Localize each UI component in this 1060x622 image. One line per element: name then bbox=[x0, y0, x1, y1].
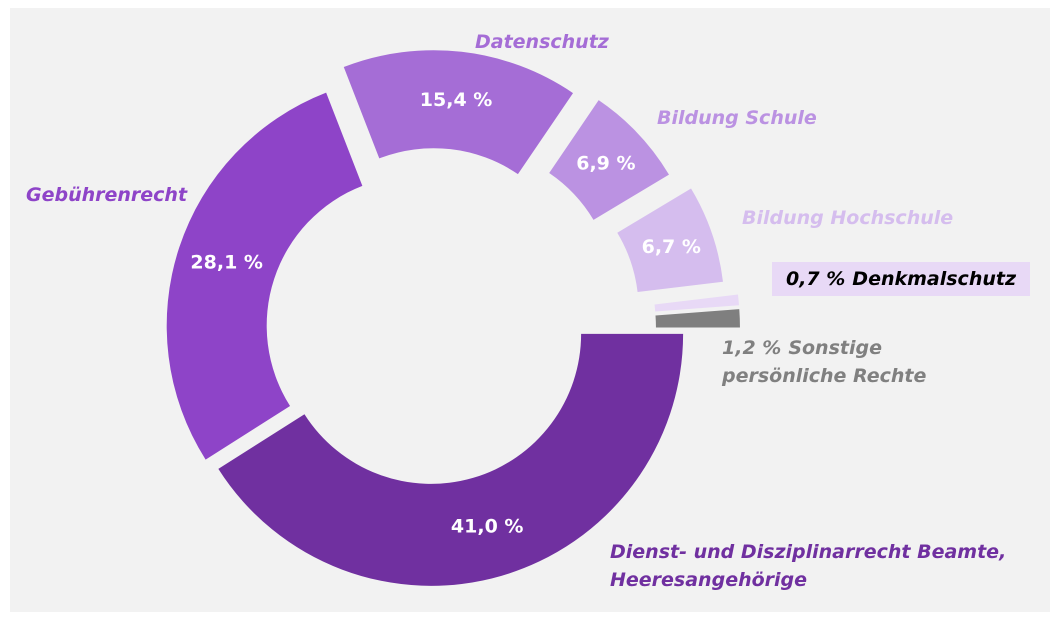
category-name: Sonstige persönliche Rechte bbox=[722, 337, 927, 387]
value-label: 0,7 % bbox=[785, 268, 846, 290]
donut-segment bbox=[218, 333, 684, 586]
donut-segment bbox=[549, 100, 669, 220]
value-label: 41,0 % bbox=[451, 515, 524, 537]
donut-segment bbox=[617, 188, 723, 293]
value-label: 15,4 % bbox=[420, 89, 493, 111]
donut-segment bbox=[343, 50, 574, 175]
donut-segment bbox=[166, 92, 363, 460]
category-name: Bildung Schule bbox=[657, 107, 817, 129]
category-name: Bildung Hochschule bbox=[742, 207, 954, 229]
category-label: 0,7 % Denkmalschutz bbox=[772, 262, 1030, 296]
category-name: Denkmalschutz bbox=[852, 268, 1017, 290]
category-label: Bildung Schule bbox=[657, 104, 857, 132]
value-label: 28,1 % bbox=[190, 252, 263, 274]
value-label: 6,7 % bbox=[642, 236, 701, 258]
category-label: Gebührenrecht bbox=[26, 181, 226, 209]
value-label: 6,9 % bbox=[576, 152, 635, 174]
category-name: Gebührenrecht bbox=[26, 184, 188, 206]
category-label: Bildung Hochschule bbox=[742, 204, 1002, 232]
value-label: 1,2 % bbox=[722, 337, 782, 359]
category-label: 1,2 % Sonstige persönliche Rechte bbox=[722, 334, 942, 390]
donut-segment bbox=[655, 309, 740, 328]
category-name: Dienst- und Disziplinarrecht Beamte, Hee… bbox=[610, 541, 1007, 591]
category-label: Dienst- und Disziplinarrecht Beamte, Hee… bbox=[610, 538, 1040, 594]
donut-segment bbox=[654, 294, 739, 312]
category-name: Datenschutz bbox=[475, 31, 609, 53]
category-label: Datenschutz bbox=[475, 28, 675, 56]
